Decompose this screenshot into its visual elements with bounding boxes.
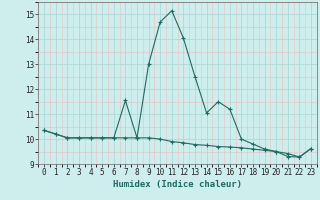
- X-axis label: Humidex (Indice chaleur): Humidex (Indice chaleur): [113, 180, 242, 189]
